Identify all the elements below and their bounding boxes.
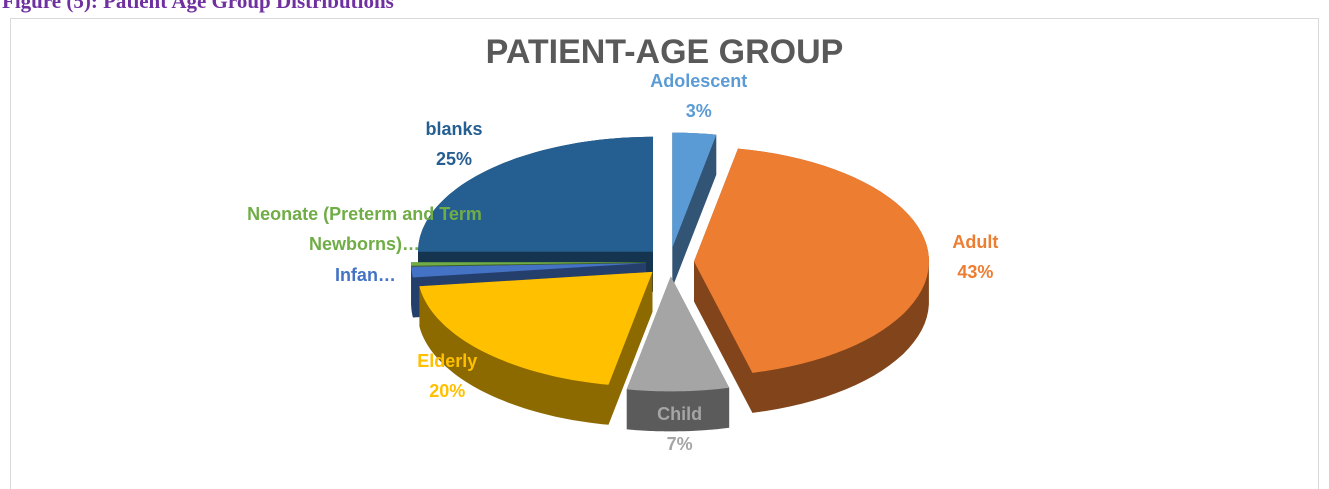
- value-label: 25%: [435, 149, 472, 170]
- slice: [626, 276, 730, 392]
- slice: [418, 136, 653, 252]
- category-label: Adult: [952, 231, 999, 252]
- slice: [411, 262, 646, 266]
- slice: [672, 132, 717, 248]
- slice: [694, 148, 929, 373]
- data-label: Neonate (Preterm and Term Newborns)…: [235, 199, 495, 259]
- chart-frame: [10, 18, 1319, 489]
- data-label: Adolescent 3%: [650, 66, 747, 126]
- slice: [411, 263, 647, 278]
- data-label: Child 7%: [657, 399, 702, 459]
- data-label: Adult 43%: [952, 227, 998, 287]
- category-label: Adolescent: [650, 70, 748, 91]
- data-label: blanks 25%: [425, 114, 482, 174]
- data-label: Elderly 20%: [417, 346, 477, 406]
- category-label: Infan…: [334, 265, 396, 286]
- value-label: 20%: [429, 381, 466, 402]
- slice: [419, 271, 653, 385]
- value-label: 3%: [685, 100, 712, 121]
- chart-title: PATIENT-AGE GROUP: [485, 33, 844, 71]
- category-label: Elderly: [417, 351, 478, 372]
- data-label: Infan…: [335, 260, 396, 290]
- value-label: 43%: [957, 261, 994, 282]
- value-label: 7%: [666, 433, 693, 454]
- figure-caption: Figure (5): Patient Age Group Distributi…: [2, 0, 394, 13]
- category-label: Neonate (Preterm and Term Newborns)…: [247, 203, 482, 254]
- category-label: blanks: [425, 119, 483, 140]
- category-label: Child: [657, 403, 703, 424]
